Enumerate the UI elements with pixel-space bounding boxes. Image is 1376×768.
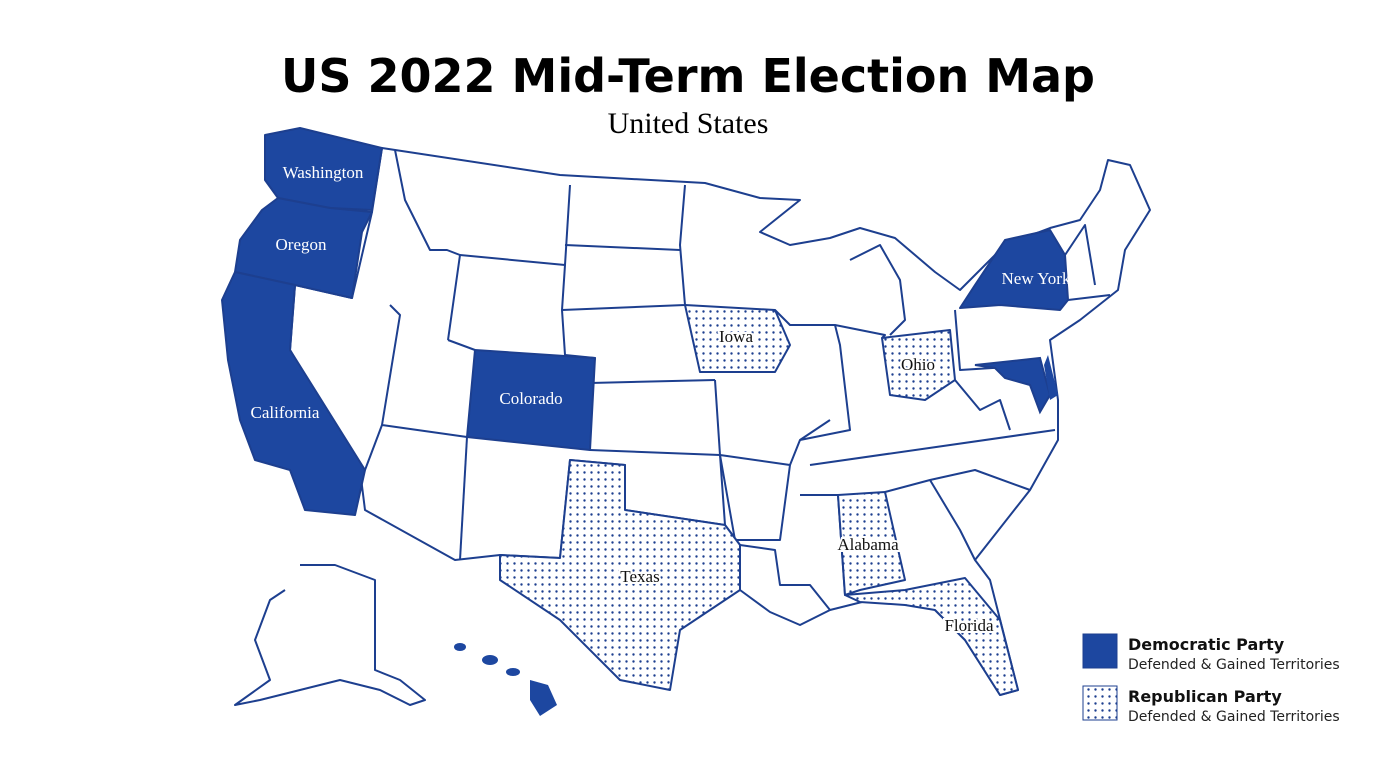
- state: [881, 329, 956, 401]
- legend-swatch: [1082, 633, 1118, 669]
- state: [684, 304, 791, 373]
- state-label: California: [251, 403, 320, 422]
- state-label: Washington: [283, 163, 364, 182]
- state-label: Colorado: [499, 389, 562, 408]
- subtitle: United States: [608, 107, 769, 140]
- state-label: Iowa: [719, 327, 753, 346]
- base-map: [234, 147, 1151, 716]
- legend: Democratic Party Defended & Gained Territ…: [1082, 633, 1340, 725]
- state-label: New York: [1002, 269, 1071, 288]
- state-label: Florida: [944, 616, 994, 635]
- state: [837, 491, 906, 596]
- state-label: Texas: [620, 567, 659, 586]
- state: [221, 271, 366, 516]
- state: [844, 577, 1019, 696]
- state: [234, 197, 373, 299]
- state: [959, 229, 1069, 311]
- legend-swatch: [1082, 685, 1118, 721]
- state-label: Ohio: [901, 355, 935, 374]
- states: Washington Oregon California Colorado New Yo…: [221, 127, 1071, 696]
- state: [499, 459, 741, 691]
- legend-note: Defended & Gained Territories: [1128, 657, 1340, 673]
- hawaii: [454, 643, 557, 716]
- state-label: Oregon: [276, 235, 327, 254]
- legend-name: Democratic Party: [1128, 635, 1285, 654]
- state: [466, 349, 596, 451]
- title: US 2022 Mid-Term Election Map: [281, 49, 1095, 103]
- state-label: Alabama: [837, 535, 899, 554]
- legend-name: Republican Party: [1128, 687, 1282, 706]
- legend-note: Defended & Gained Territories: [1128, 709, 1340, 725]
